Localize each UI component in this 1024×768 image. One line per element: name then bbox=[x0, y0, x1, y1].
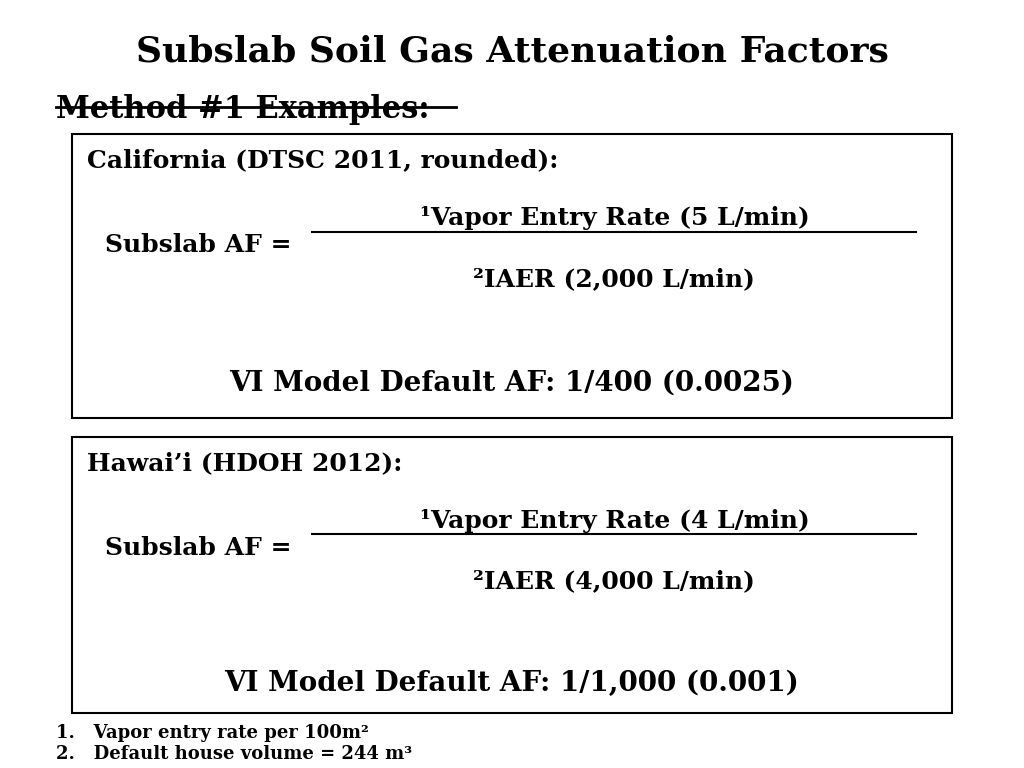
Text: VI Model Default AF: 1/1,000 (0.001): VI Model Default AF: 1/1,000 (0.001) bbox=[224, 670, 800, 697]
Text: Subslab AF =: Subslab AF = bbox=[105, 233, 292, 257]
Text: 1.   Vapor entry rate per 100m²: 1. Vapor entry rate per 100m² bbox=[56, 724, 370, 743]
Text: ²IAER (4,000 L/min): ²IAER (4,000 L/min) bbox=[473, 569, 756, 593]
Text: ¹Vapor Entry Rate (5 L/min): ¹Vapor Entry Rate (5 L/min) bbox=[420, 206, 809, 230]
FancyBboxPatch shape bbox=[72, 134, 952, 418]
Text: Hawai’i (HDOH 2012):: Hawai’i (HDOH 2012): bbox=[87, 451, 402, 475]
Text: Method #1 Examples:: Method #1 Examples: bbox=[56, 94, 430, 124]
Text: ²IAER (2,000 L/min): ²IAER (2,000 L/min) bbox=[473, 266, 756, 291]
Text: Subslab Soil Gas Attenuation Factors: Subslab Soil Gas Attenuation Factors bbox=[135, 35, 889, 68]
Text: VI Model Default AF: 1/400 (0.0025): VI Model Default AF: 1/400 (0.0025) bbox=[229, 369, 795, 397]
Text: California (DTSC 2011, rounded):: California (DTSC 2011, rounded): bbox=[87, 148, 558, 172]
Text: ¹Vapor Entry Rate (4 L/min): ¹Vapor Entry Rate (4 L/min) bbox=[420, 508, 809, 533]
FancyBboxPatch shape bbox=[72, 437, 952, 713]
Text: Subslab AF =: Subslab AF = bbox=[105, 536, 292, 560]
Text: 2.   Default house volume = 244 m³: 2. Default house volume = 244 m³ bbox=[56, 745, 413, 763]
